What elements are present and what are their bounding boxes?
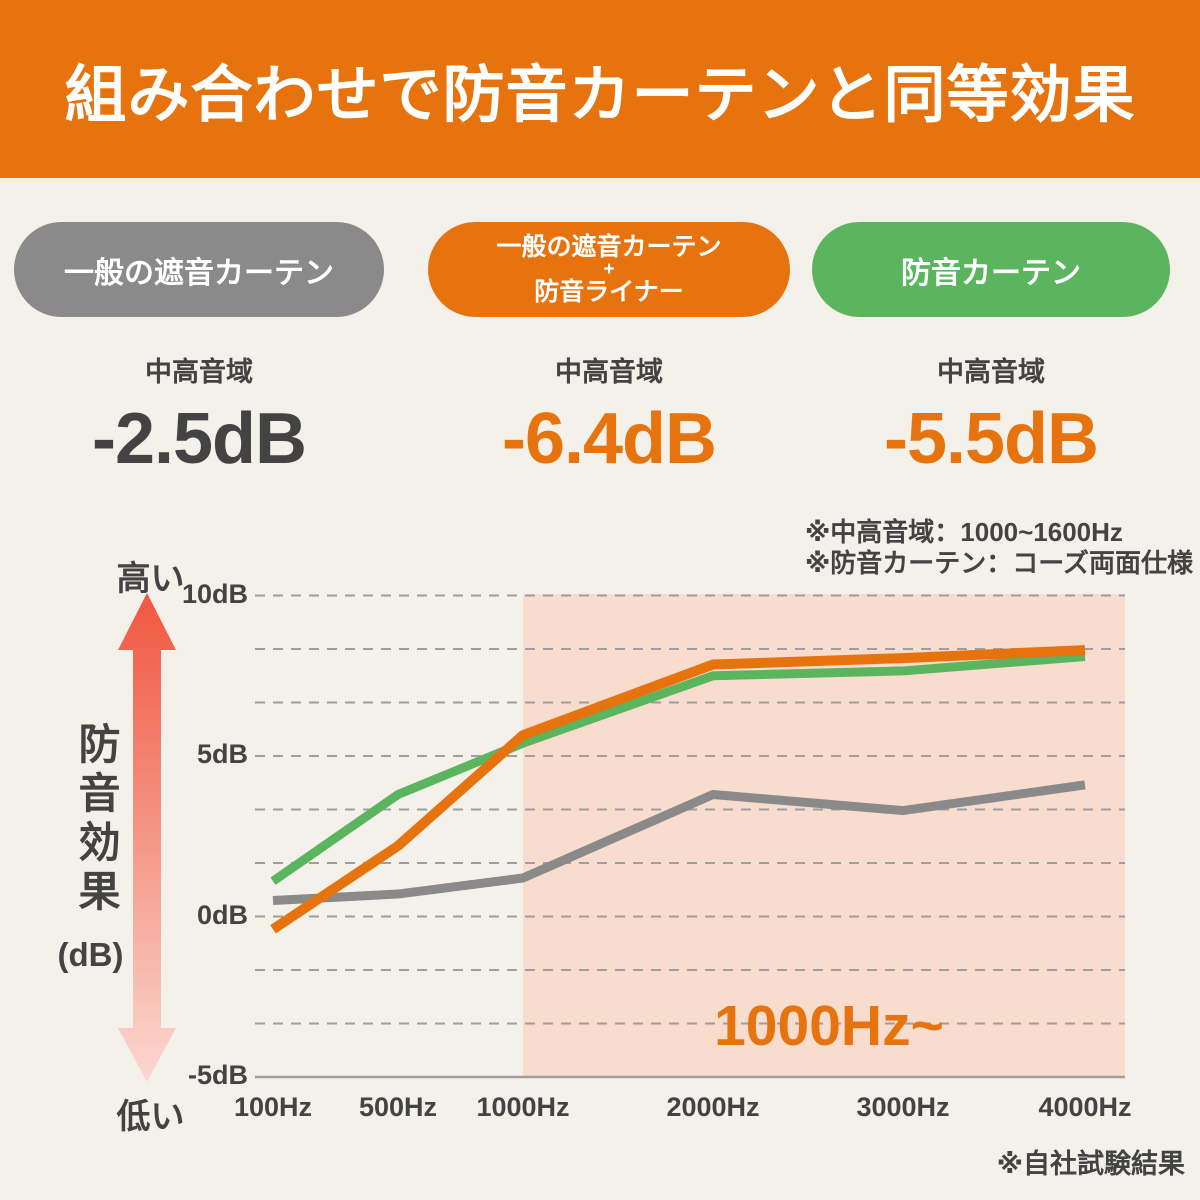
measurement-notes: ※中高音域：1000~1600Hz ※防音カーテン：コーズ両面仕様 bbox=[805, 517, 1193, 579]
note-frequency-range: ※中高音域：1000~1600Hz bbox=[805, 517, 1123, 547]
series-line-2 bbox=[270, 645, 1086, 934]
stat-value-general: -2.5dB bbox=[91, 399, 307, 479]
stat-range-general: 中高音域 bbox=[145, 357, 253, 387]
series-line-1 bbox=[270, 652, 1086, 885]
badge-combo-line1: 一般の遮音カーテン bbox=[496, 232, 722, 261]
badge-combo-line2: 防音ライナー bbox=[534, 278, 684, 307]
plus-sign: + bbox=[603, 258, 615, 280]
header-banner: 組み合わせで防音カーテンと同等効果 bbox=[0, 0, 1200, 178]
y-axis-unit: (dB) bbox=[57, 936, 124, 973]
highlight-region-label: 1000Hz~ bbox=[714, 994, 944, 1058]
x-tick-label: 100Hz bbox=[233, 1092, 313, 1122]
badge-soundproof-curtain: 防音カーテン bbox=[812, 222, 1170, 317]
x-tick-label: 3000Hz bbox=[856, 1092, 950, 1122]
y-axis-title: 防音効果 bbox=[73, 722, 120, 918]
y-tick-label: 10dB bbox=[181, 578, 248, 609]
x-tick-label: 4000Hz bbox=[1038, 1092, 1132, 1122]
x-tick-label: 1000Hz bbox=[476, 1092, 570, 1122]
stat-value-combo: -6.4dB bbox=[501, 399, 717, 479]
y-tick-label: 5dB bbox=[196, 739, 248, 769]
y-axis-low-label: 低い bbox=[116, 1098, 185, 1136]
badge-general-curtain: 一般の遮音カーテン bbox=[14, 222, 384, 317]
stat-range-combo: 中高音域 bbox=[555, 357, 663, 387]
badge-soundproof-curtain-label: 防音カーテン bbox=[901, 256, 1081, 290]
note-curtain-spec: ※防音カーテン：コーズ両面仕様 bbox=[805, 548, 1193, 578]
test-result-footnote: ※自社試験結果 bbox=[996, 1149, 1185, 1179]
y-tick-label: -5dB bbox=[188, 1060, 248, 1090]
badge-curtain-plus-liner: 一般の遮音カーテン + 防音ライナー bbox=[428, 222, 790, 317]
stat-range-soundproof: 中高音域 bbox=[937, 357, 1045, 387]
soundproof-effect-arrow bbox=[118, 593, 176, 1082]
stat-value-soundproof: -5.5dB bbox=[883, 399, 1099, 479]
x-tick-label: 500Hz bbox=[358, 1092, 438, 1122]
page-title: 組み合わせで防音カーテンと同等効果 bbox=[64, 61, 1136, 130]
x-tick-label: 2000Hz bbox=[666, 1092, 760, 1122]
y-axis-high-label: 高い bbox=[116, 560, 185, 598]
series-line-0 bbox=[272, 780, 1086, 905]
badge-general-curtain-label: 一般の遮音カーテン bbox=[64, 256, 334, 290]
y-tick-label: 0dB bbox=[196, 899, 248, 930]
